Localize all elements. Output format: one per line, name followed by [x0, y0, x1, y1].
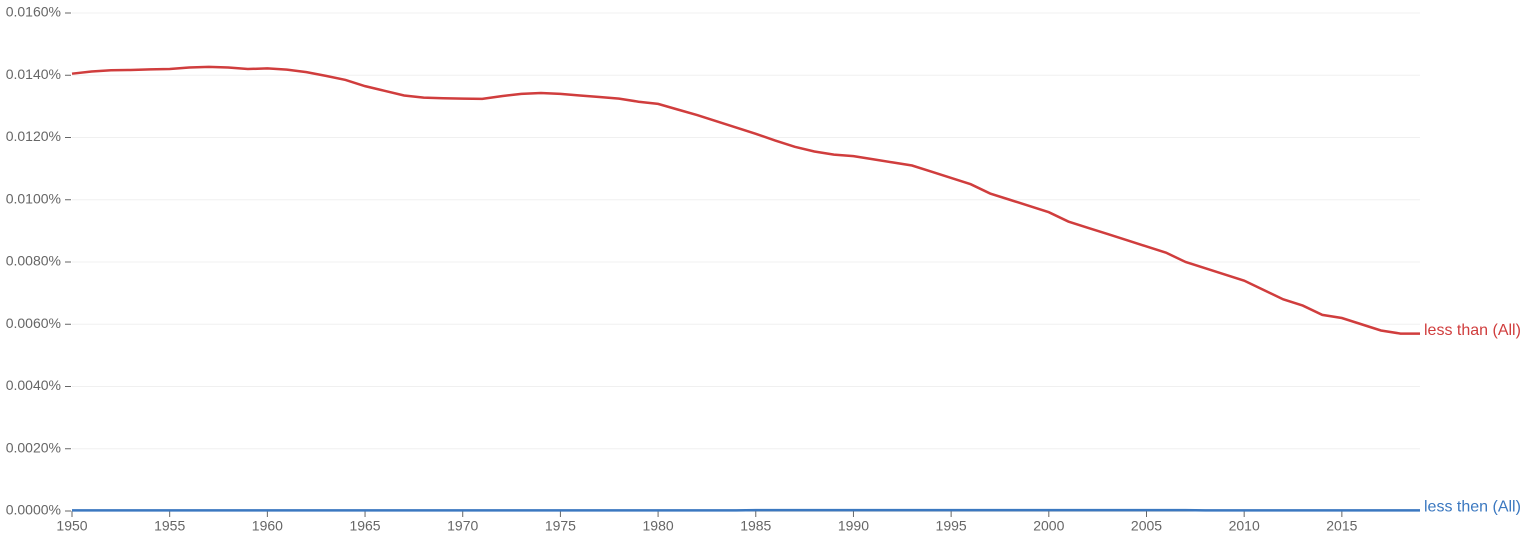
x-tick-label: 2015 — [1326, 518, 1357, 534]
x-tick-label: 2010 — [1229, 518, 1260, 534]
x-tick-label: 1970 — [447, 518, 478, 534]
y-tick-label: 0.0140% — [6, 66, 61, 82]
y-tick-label: 0.0040% — [6, 377, 61, 393]
y-tick-label: 0.0020% — [6, 439, 61, 455]
x-tick-label: 1950 — [56, 518, 87, 534]
legend-label: less than (All) — [1424, 322, 1521, 339]
y-tick-label: 0.0060% — [6, 315, 61, 331]
x-tick-label: 1975 — [545, 518, 576, 534]
x-tick-label: 1960 — [252, 518, 283, 534]
x-tick-label: 2005 — [1131, 518, 1162, 534]
x-tick-label: 1955 — [154, 518, 185, 534]
x-tick-label: 1980 — [643, 518, 674, 534]
y-tick-label: 0.0000% — [6, 502, 61, 518]
x-tick-label: 1965 — [349, 518, 380, 534]
legend-label: less then (All) — [1424, 499, 1521, 516]
y-tick-label: 0.0160% — [6, 4, 61, 20]
y-tick-label: 0.0120% — [6, 128, 61, 144]
x-tick-label: 1990 — [838, 518, 869, 534]
x-tick-label: 1995 — [936, 518, 967, 534]
y-tick-label: 0.0100% — [6, 190, 61, 206]
y-tick-label: 0.0080% — [6, 253, 61, 269]
x-tick-label: 2000 — [1033, 518, 1064, 534]
x-tick-label: 1985 — [740, 518, 771, 534]
